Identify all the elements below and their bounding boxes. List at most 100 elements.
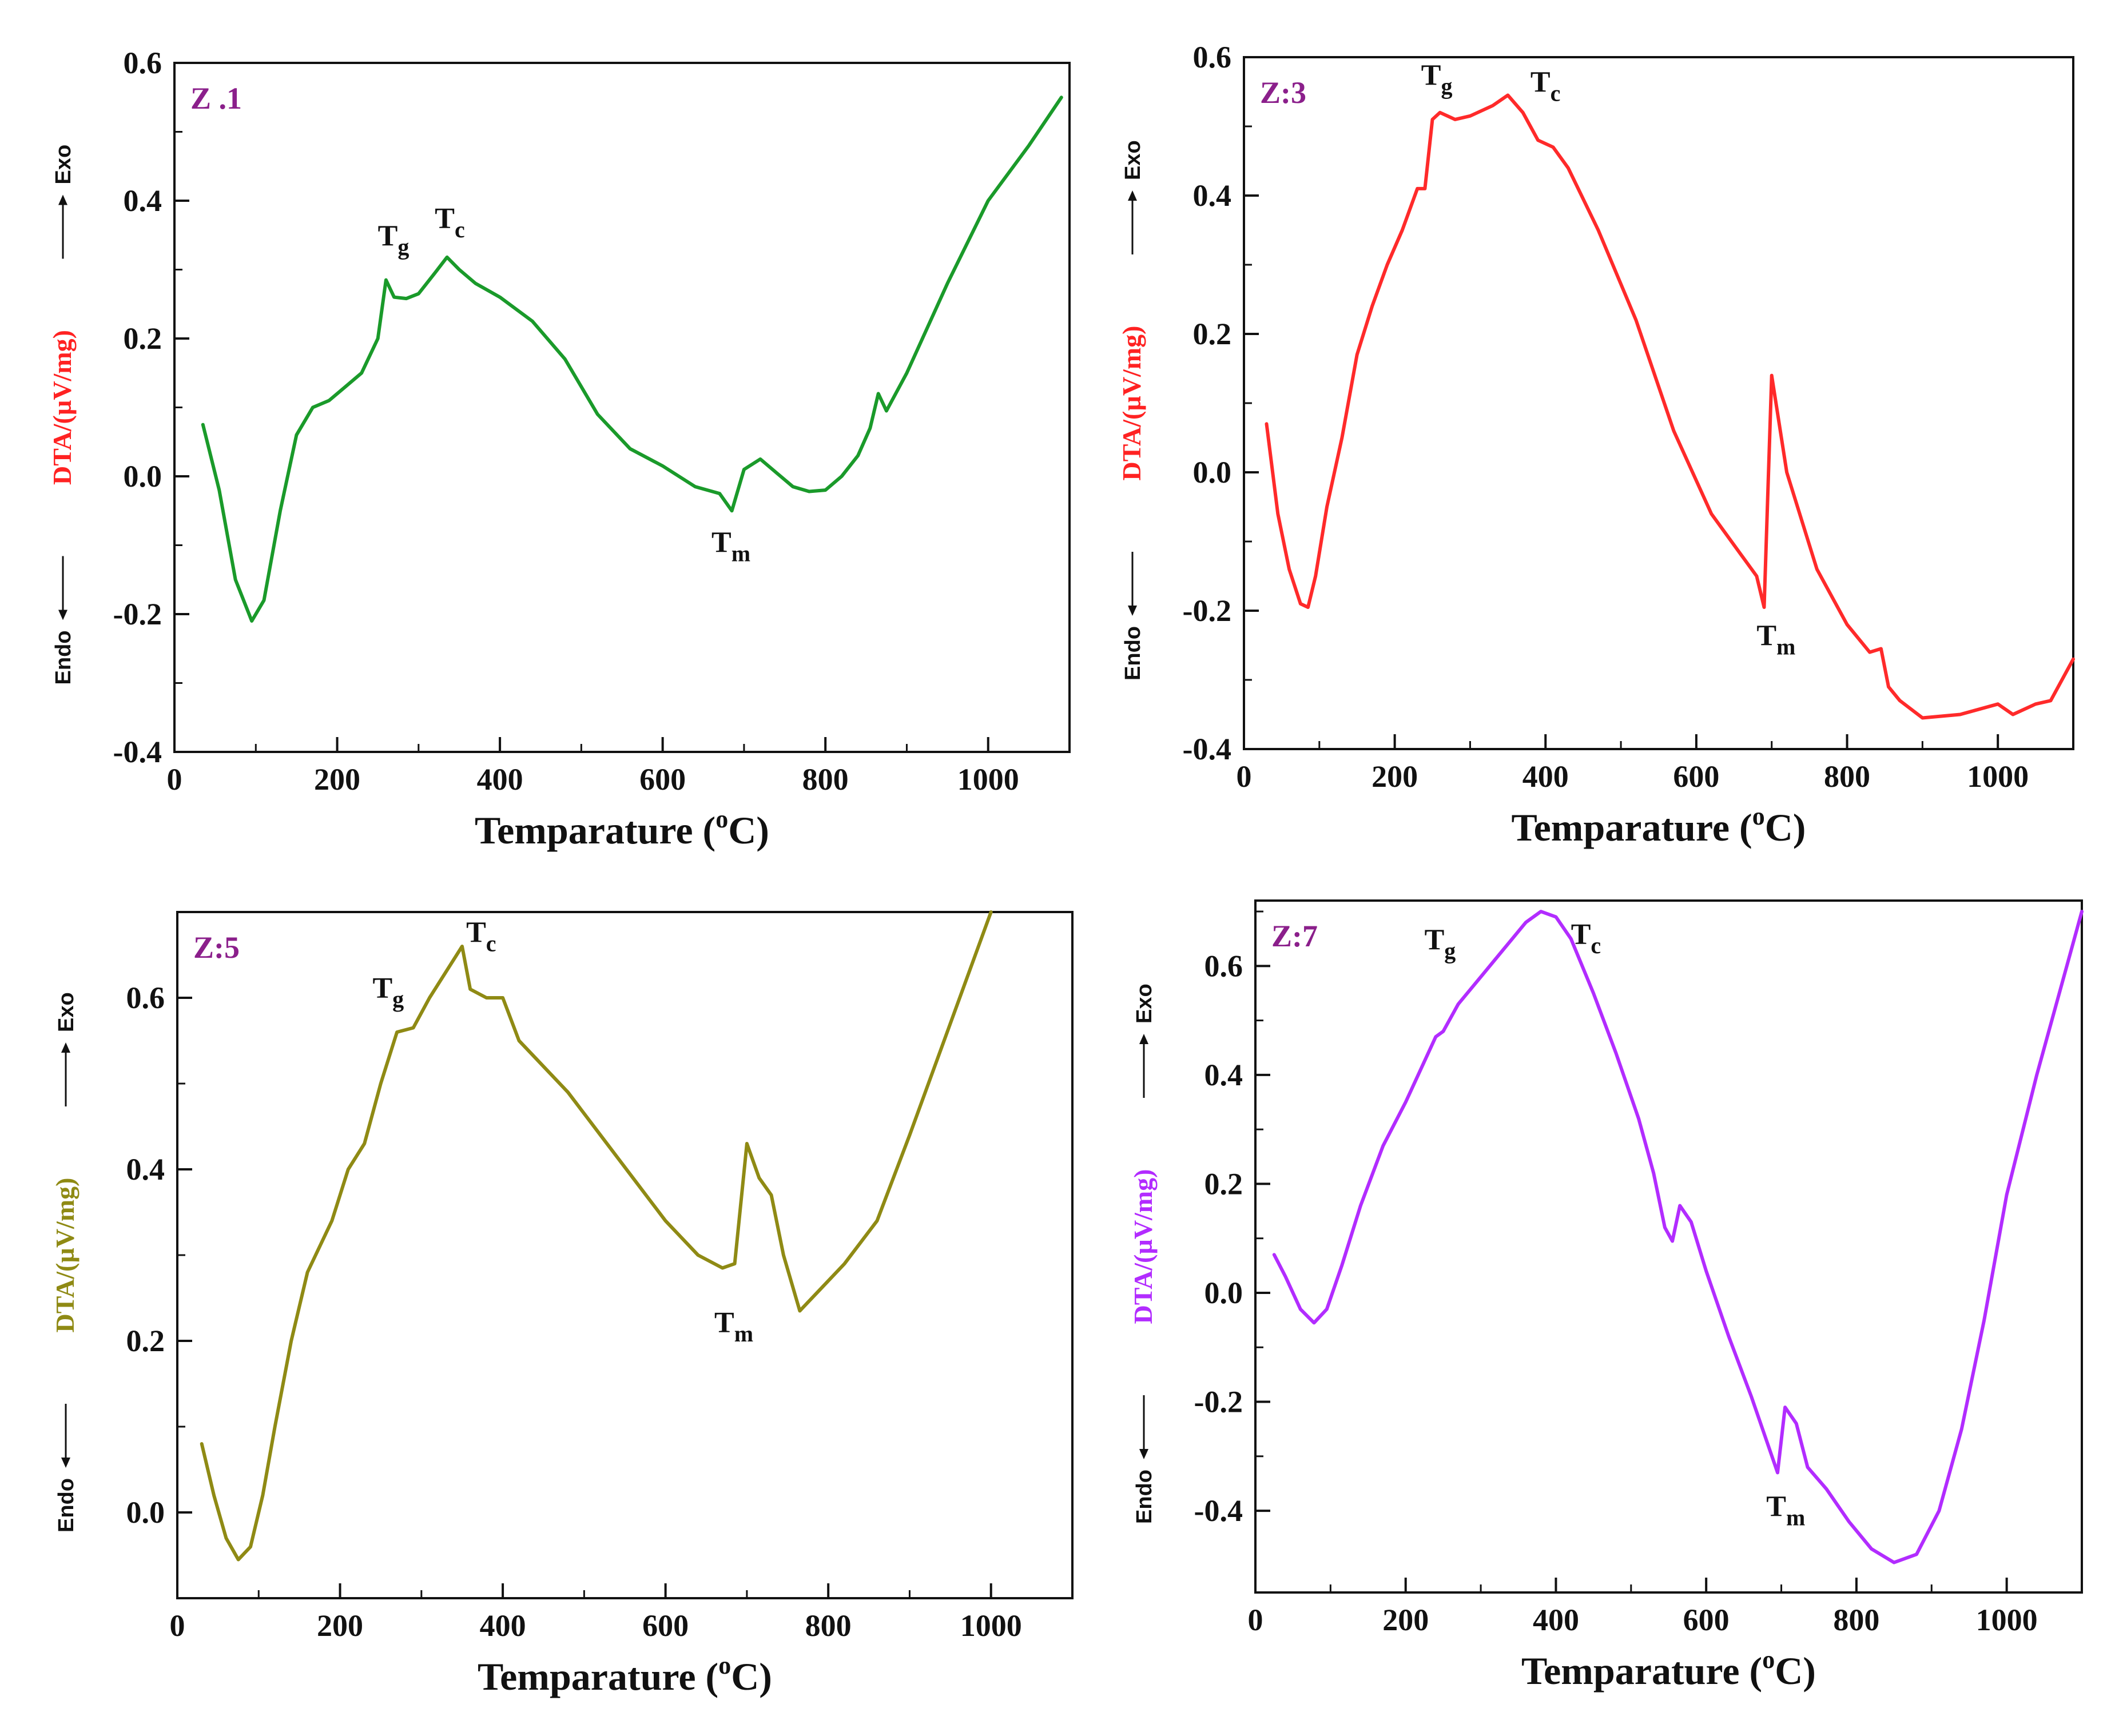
y-tick-label: -0.4 xyxy=(1183,732,1231,766)
y-axis-label: DTA/(µV/mg) xyxy=(47,330,77,485)
y-tick-label: -0.2 xyxy=(1194,1385,1243,1419)
y-tick-label: -0.2 xyxy=(113,597,162,631)
y-axis-label: DTA/(µV/mg) xyxy=(1117,326,1146,481)
exo-arrowhead xyxy=(58,194,67,205)
y-tick-label: 0.6 xyxy=(1193,40,1232,74)
y-axis-title: DTA/(µV/mg) Endo Exo xyxy=(1128,984,1158,1524)
endo-label: Endo xyxy=(51,631,75,685)
annotation-tm: Tm xyxy=(1766,1491,1805,1531)
annotation-tc: Tc xyxy=(1530,66,1560,106)
x-tick-label: 800 xyxy=(1833,1603,1879,1637)
y-tick-label: 0.4 xyxy=(1193,178,1232,213)
y-tick-label: 0.4 xyxy=(126,1152,165,1186)
exo-label: Exo xyxy=(1132,984,1156,1024)
y-tick-label: 0.2 xyxy=(126,1324,165,1358)
x-tick-label: 600 xyxy=(642,1608,689,1643)
y-tick-label: 0.2 xyxy=(1193,317,1232,351)
dta-series-line xyxy=(1272,910,2084,1564)
x-tick-label: 400 xyxy=(1533,1603,1579,1637)
x-tick-label: 200 xyxy=(314,762,360,797)
dta-series-line xyxy=(200,910,993,1562)
x-tick-label: 0 xyxy=(1237,759,1252,794)
endo-arrowhead xyxy=(1128,606,1137,616)
x-tick-label: 0 xyxy=(1248,1603,1263,1637)
chart-panels: 0 200 400 600 800 1000 -0.4 -0.2 0.0 0.2 0.4 0.6 Z .… xyxy=(47,40,2084,1698)
endo-label: Endo xyxy=(1132,1470,1156,1524)
x-tick-label: 400 xyxy=(1522,759,1569,794)
exo-arrowhead xyxy=(61,1042,70,1053)
chart-panel-1: 0 200 400 600 800 1000 -0.4 -0.2 0.0 0.2 0.4 0.6 Z .… xyxy=(47,46,1071,852)
y-axis-title: DTA/(µV/mg) Endo Exo xyxy=(1117,140,1146,680)
panel-label: Z:7 xyxy=(1271,919,1318,953)
x-tick-label: 1000 xyxy=(1976,1603,2038,1637)
annotation-tm: Tm xyxy=(1756,620,1795,660)
x-axis-title: Temparature (oC) xyxy=(478,1651,772,1698)
annotation-tg: Tg xyxy=(1425,924,1456,964)
dta-series-line xyxy=(1265,93,2075,720)
x-tick-label: 1000 xyxy=(1967,759,2029,794)
endo-label: Endo xyxy=(1121,626,1145,680)
x-tick-label: 800 xyxy=(805,1608,852,1643)
x-tick-label: 800 xyxy=(1824,759,1870,794)
plot-frame xyxy=(1254,899,2083,1594)
panel-label: Z:5 xyxy=(193,930,240,965)
exo-label: Exo xyxy=(1121,140,1145,180)
x-tick-label: 200 xyxy=(1371,759,1418,794)
y-tick-label: 0.4 xyxy=(1204,1058,1243,1092)
x-tick-label: 800 xyxy=(802,762,849,797)
chart-panel-4: 0 200 400 600 800 1000 -0.4 -0.2 0.0 0.2 0.4 0.6 Z:7… xyxy=(1128,899,2084,1693)
endo-arrowhead xyxy=(61,1458,70,1468)
y-tick-label: 0.4 xyxy=(124,184,162,218)
y-axis-title: DTA/(µV/mg) Endo Exo xyxy=(47,145,77,685)
y-axis-label: DTA/(µV/mg) xyxy=(1128,1169,1158,1324)
endo-arrowhead xyxy=(1139,1449,1148,1459)
y-tick-label: -0.2 xyxy=(1183,594,1231,628)
exo-arrowhead xyxy=(1139,1034,1148,1044)
dta-series-line xyxy=(201,95,1063,623)
annotation-tc: Tc xyxy=(435,202,464,242)
y-tick-label: 0.2 xyxy=(124,321,162,356)
exo-label: Exo xyxy=(51,145,75,185)
endo-arrowhead xyxy=(58,610,67,620)
annotation-tc: Tc xyxy=(466,917,496,957)
x-tick-label: 400 xyxy=(477,762,523,797)
y-axis-title: DTA/(µV/mg) Endo Exo xyxy=(50,992,79,1532)
x-tick-label: 200 xyxy=(1382,1603,1429,1637)
x-axis-title: Temparature (oC) xyxy=(1512,802,1806,849)
x-tick-label: 600 xyxy=(1683,1603,1730,1637)
x-tick-label: 600 xyxy=(639,762,686,797)
y-tick-label: 0.2 xyxy=(1204,1166,1243,1201)
annotation-tg: Tg xyxy=(378,220,410,260)
x-axis-title: Temparature (oC) xyxy=(1521,1646,1816,1693)
y-tick-label: 0.6 xyxy=(1204,949,1243,983)
chart-panel-2: 0 200 400 600 800 1000 -0.4 -0.2 0.0 0.2 0.4 0.6 Z:3… xyxy=(1117,40,2075,849)
chart-panel-3: 0 200 400 600 800 1000 0.0 0.2 0.4 0.6 Z:5 Tg Tc Tm Te… xyxy=(50,910,1074,1698)
exo-arrowhead xyxy=(1128,190,1137,201)
x-axis-title: Temparature (oC) xyxy=(475,805,769,852)
x-tick-label: 600 xyxy=(1673,759,1719,794)
y-tick-label: -0.4 xyxy=(1194,1494,1243,1528)
y-tick-label: 0.0 xyxy=(126,1495,165,1530)
annotation-tm: Tm xyxy=(714,1307,753,1347)
y-tick-label: 0.6 xyxy=(126,981,165,1015)
y-tick-label: 0.0 xyxy=(124,459,162,493)
x-tick-label: 1000 xyxy=(960,1608,1022,1643)
exo-label: Exo xyxy=(54,992,78,1032)
panel-label: Z .1 xyxy=(190,81,242,116)
x-tick-label: 0 xyxy=(170,1608,185,1643)
y-tick-label: 0.0 xyxy=(1204,1276,1243,1310)
annotation-tm: Tm xyxy=(711,527,750,567)
y-tick-label: 0.6 xyxy=(124,46,162,80)
x-tick-label: 200 xyxy=(317,1608,363,1643)
x-tick-label: 400 xyxy=(480,1608,526,1643)
y-tick-label: -0.4 xyxy=(113,735,162,769)
x-tick-label: 1000 xyxy=(957,762,1019,797)
annotation-tg: Tg xyxy=(1421,59,1453,99)
y-tick-label: 0.0 xyxy=(1193,455,1232,489)
annotation-tc: Tc xyxy=(1571,918,1601,958)
x-tick-label: 0 xyxy=(167,762,182,797)
endo-label: Endo xyxy=(54,1478,78,1532)
annotation-tg: Tg xyxy=(372,972,404,1012)
